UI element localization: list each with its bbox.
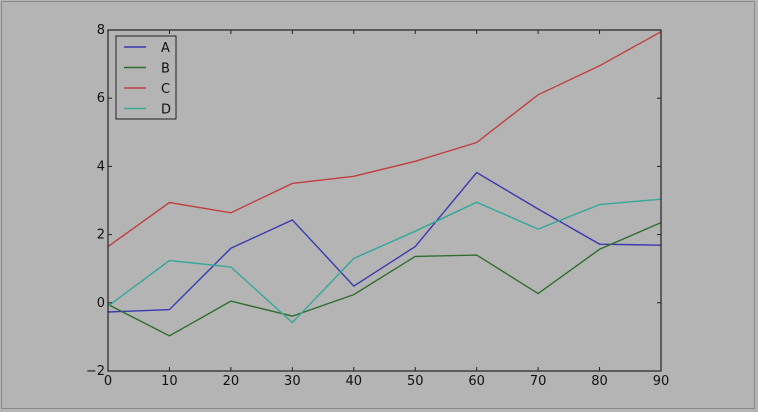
x-tick-label: 60 [468, 374, 485, 389]
series-line-A [107, 171, 662, 313]
x-tick-label: 0 [104, 374, 112, 389]
series-line-D [107, 198, 662, 324]
x-tick-label: 80 [591, 374, 608, 389]
legend-label-C: C [161, 82, 170, 97]
y-tick-label: 6 [97, 91, 105, 106]
plot-area-border [107, 29, 662, 372]
y-tick-label: 2 [97, 228, 105, 243]
series-line-B [107, 222, 662, 337]
x-tick-label: 10 [161, 374, 178, 389]
legend-label-B: B [161, 62, 170, 77]
x-tick-label: 40 [346, 374, 363, 389]
x-tick-label: 30 [284, 374, 301, 389]
y-tick-label: −2 [86, 364, 105, 379]
y-tick-label: 0 [97, 296, 105, 311]
y-tick-label: 4 [97, 159, 105, 174]
y-tick-label: 8 [97, 23, 105, 38]
legend-label-A: A [161, 41, 170, 56]
legend-box [115, 35, 177, 120]
series-line-C [107, 31, 662, 248]
legend-label-D: D [161, 103, 171, 118]
x-tick-label: 70 [530, 374, 547, 389]
x-tick-label: 90 [653, 374, 670, 389]
x-tick-label: 20 [223, 374, 240, 389]
x-tick-label: 50 [407, 374, 424, 389]
